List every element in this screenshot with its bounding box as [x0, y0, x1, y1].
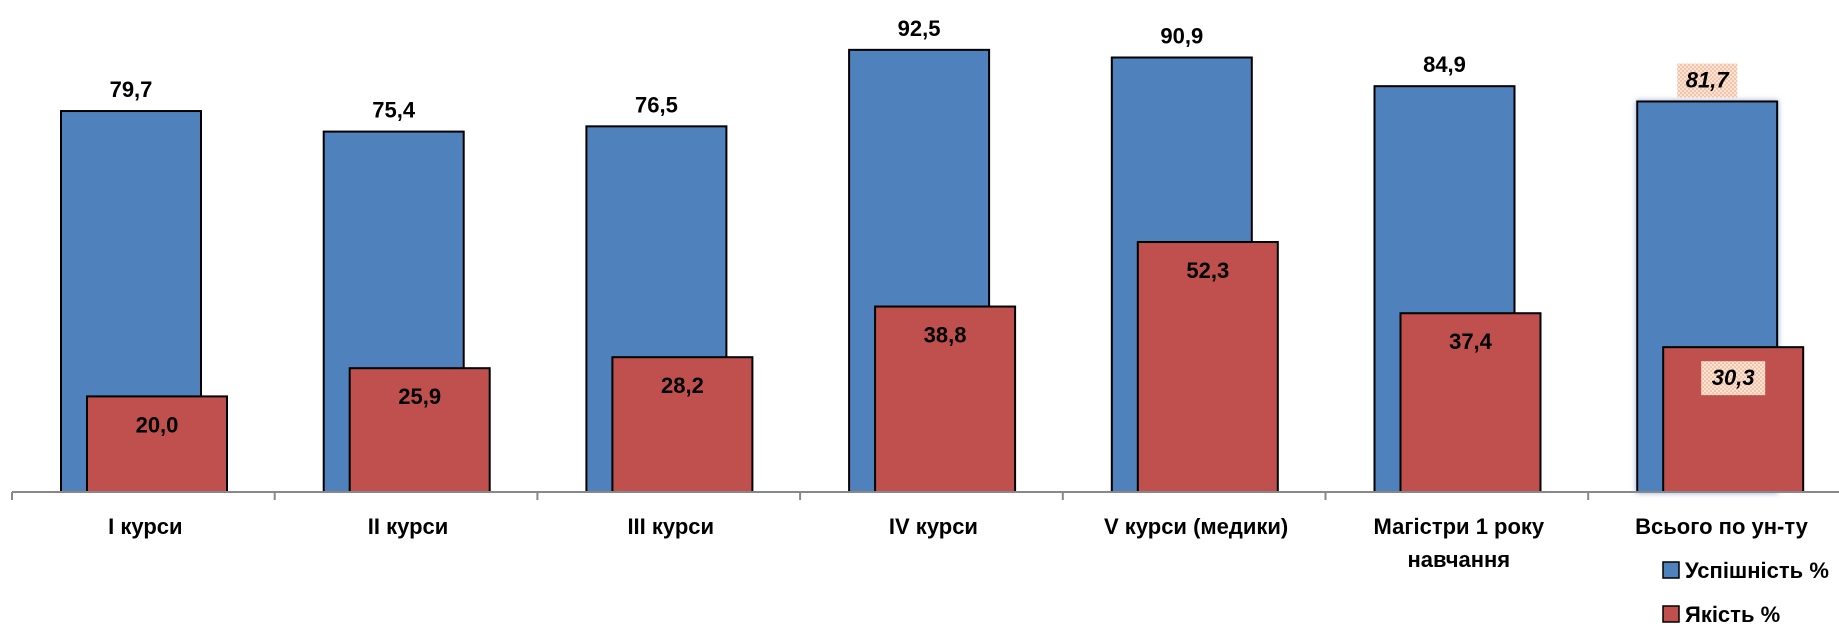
- x-axis: [11, 491, 1839, 500]
- legend-swatch: [1662, 561, 1680, 579]
- bar-yakist: [86, 395, 228, 493]
- category-label: II курси: [368, 514, 449, 539]
- value-label-uspishnist: 92,5: [898, 16, 941, 41]
- value-label-yakist: 38,8: [924, 323, 967, 348]
- bar-yakist: [874, 305, 1017, 494]
- value-label-yakist: 28,2: [661, 373, 704, 398]
- category-label: Всього по ун-ту: [1635, 514, 1809, 539]
- category-label: III курси: [627, 514, 714, 539]
- value-label-yakist: 25,9: [398, 384, 441, 409]
- value-label-yakist: 37,4: [1449, 329, 1493, 354]
- label-highlight-box: [1701, 361, 1766, 396]
- value-label-yakist: 20,0: [136, 412, 179, 437]
- value-label-uspishnist: 90,9: [1160, 23, 1203, 48]
- category-label: Магістри 1 року: [1374, 514, 1545, 539]
- value-label-yakist: 52,3: [1186, 258, 1229, 283]
- bar-yakist: [1136, 241, 1279, 493]
- category-label: V курси (медики): [1104, 514, 1288, 539]
- value-label-uspishnist: 84,9: [1423, 52, 1466, 77]
- bar-yakist: [1399, 312, 1542, 493]
- data-labels: 79,7 20,0 75,4 25,9 76,5 28,2 92,5 38,8 90,9 52,3…: [110, 16, 1766, 437]
- label-highlight-box: [1677, 63, 1738, 98]
- category-label: IV курси: [889, 514, 978, 539]
- category-label: навчання: [1408, 547, 1511, 572]
- legend-label: Якість %: [1685, 602, 1780, 627]
- value-label-uspishnist: 75,4: [372, 98, 416, 123]
- value-label-yakist: 30,3: [1712, 365, 1755, 390]
- value-label-uspishnist: 79,7: [110, 77, 153, 102]
- value-label-uspishnist: 81,7: [1686, 67, 1731, 92]
- category-label: I курси: [108, 514, 182, 539]
- value-label-uspishnist: 76,5: [635, 92, 678, 117]
- category-labels: I курси II курси III курси IV курси V курси …: [108, 514, 1809, 572]
- legend: Успішність % Якість %: [1662, 558, 1829, 627]
- legend-swatch: [1662, 605, 1680, 623]
- bar-yakist: [611, 356, 754, 494]
- legend-label: Успішність %: [1685, 558, 1829, 583]
